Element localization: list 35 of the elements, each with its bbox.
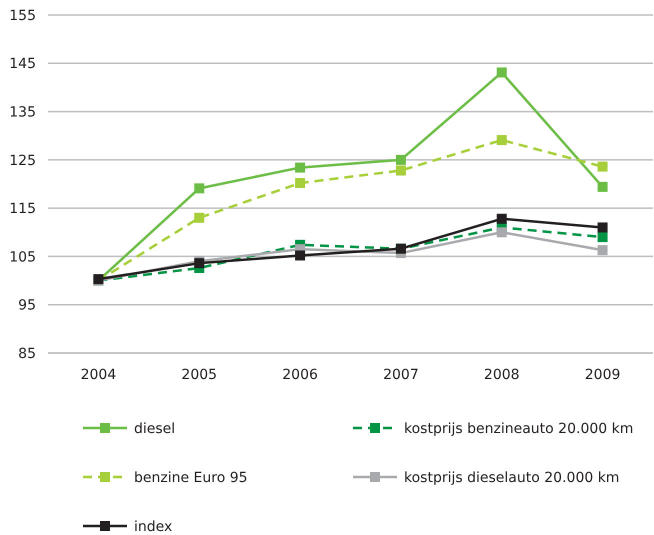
x-tick-label: 2004 bbox=[80, 367, 116, 383]
x-tick-label: 2008 bbox=[484, 367, 520, 383]
point bbox=[598, 182, 608, 192]
y-tick-label: 135 bbox=[9, 104, 36, 120]
y-tick-label: 95 bbox=[18, 298, 36, 314]
point bbox=[496, 135, 507, 146]
legend-label: benzine Euro 95 bbox=[134, 470, 248, 486]
legend-label: kostprijs benzineauto 20.000 km bbox=[404, 420, 634, 437]
point bbox=[598, 222, 608, 232]
point bbox=[496, 214, 507, 224]
x-tick-label: 2005 bbox=[181, 367, 218, 383]
y-tick-label: 145 bbox=[9, 56, 36, 72]
point bbox=[295, 162, 306, 173]
point bbox=[396, 154, 406, 165]
x-tick-label: 2009 bbox=[584, 367, 620, 383]
y-tick-label: 105 bbox=[9, 249, 36, 266]
point bbox=[194, 183, 204, 194]
point bbox=[496, 67, 507, 78]
x-tick-label: 2007 bbox=[383, 367, 419, 383]
point bbox=[194, 212, 204, 223]
point bbox=[598, 162, 608, 172]
x-tick-label: 2006 bbox=[282, 367, 318, 383]
point bbox=[496, 227, 507, 238]
y-tick-label: 85 bbox=[18, 346, 36, 362]
y-tick-label: 115 bbox=[9, 201, 36, 218]
point bbox=[598, 245, 608, 256]
point bbox=[295, 250, 306, 260]
point bbox=[295, 178, 306, 188]
point bbox=[598, 232, 608, 242]
point bbox=[396, 165, 406, 176]
y-tick-label: 125 bbox=[9, 152, 36, 169]
legend-label: diesel bbox=[134, 420, 176, 437]
legend-label: index bbox=[134, 518, 172, 535]
legend-label: kostprijs dieselauto 20.000 km bbox=[404, 470, 620, 486]
y-tick-label: 155 bbox=[9, 8, 36, 24]
